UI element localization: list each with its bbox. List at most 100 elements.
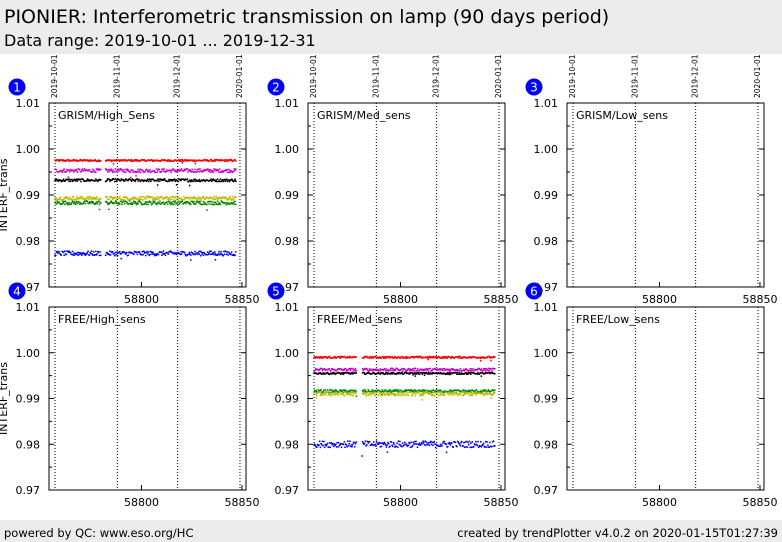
data-point	[57, 198, 60, 201]
data-point	[163, 252, 166, 255]
data-point	[184, 201, 187, 203]
data-point	[326, 442, 329, 445]
data-point	[94, 196, 96, 199]
data-point	[463, 368, 465, 371]
data-point	[332, 445, 335, 448]
x-tick-label: 58850	[224, 293, 259, 306]
data-point	[487, 367, 490, 370]
data-point	[96, 196, 99, 198]
data-point	[378, 369, 381, 372]
data-point	[223, 253, 226, 256]
data-point	[136, 253, 139, 256]
data-point	[460, 391, 463, 393]
data-point	[228, 169, 231, 172]
data-point	[193, 200, 196, 203]
data-point	[422, 389, 425, 391]
data-point	[328, 355, 331, 358]
data-point	[68, 178, 71, 181]
data-point	[97, 200, 100, 203]
data-point	[453, 391, 455, 394]
data-point	[480, 375, 483, 378]
data-point	[111, 196, 113, 199]
data-point	[99, 251, 101, 253]
data-point	[413, 369, 415, 372]
data-point	[232, 201, 235, 204]
data-point	[315, 389, 317, 392]
data-point	[318, 444, 320, 446]
data-point	[437, 394, 440, 397]
data-point	[130, 180, 133, 183]
panel-title: FREE/Med_sens	[317, 313, 403, 326]
data-point	[200, 251, 203, 254]
data-point	[418, 370, 421, 372]
data-point	[156, 171, 158, 174]
y-tick-label: 1.01	[534, 97, 559, 110]
data-point	[85, 179, 88, 182]
data-point	[169, 169, 172, 172]
data-point	[482, 442, 485, 445]
data-point	[90, 200, 93, 203]
data-point	[364, 440, 367, 442]
data-point	[366, 440, 369, 443]
data-point	[149, 180, 152, 183]
data-point	[203, 203, 206, 206]
data-point	[399, 390, 401, 392]
data-point	[489, 441, 491, 444]
data-point	[126, 197, 129, 200]
data-point	[79, 178, 82, 181]
data-point	[96, 202, 99, 205]
data-point	[319, 446, 322, 449]
data-point	[180, 253, 183, 255]
data-point	[83, 200, 86, 203]
data-point	[135, 175, 137, 177]
data-point	[134, 180, 137, 183]
data-point	[459, 393, 462, 396]
data-point	[171, 202, 174, 205]
data-point	[86, 178, 89, 181]
data-point	[157, 198, 160, 201]
data-point	[401, 442, 404, 444]
data-point	[183, 198, 186, 201]
data-point	[189, 254, 192, 256]
data-point	[388, 392, 391, 394]
date-marker-label: 2019-12-01	[432, 54, 441, 98]
data-point	[111, 198, 114, 201]
data-point	[109, 169, 112, 172]
data-point	[197, 200, 200, 203]
data-point	[92, 200, 94, 203]
data-point	[403, 368, 406, 371]
data-point	[175, 195, 177, 198]
data-point	[213, 195, 215, 198]
data-point	[474, 392, 476, 395]
data-point	[166, 196, 168, 199]
data-point	[343, 394, 346, 397]
data-point	[123, 251, 126, 254]
data-point	[389, 389, 392, 392]
data-point	[368, 357, 371, 360]
y-axis-label: INTERF_trans	[0, 158, 10, 231]
data-point	[64, 250, 66, 253]
data-point	[477, 446, 480, 449]
data-point	[413, 443, 415, 445]
data-point	[323, 446, 326, 449]
data-point	[137, 180, 140, 182]
data-point	[106, 179, 108, 182]
data-point	[227, 251, 230, 254]
data-point	[116, 254, 119, 257]
y-tick-label: 0.98	[16, 235, 41, 248]
data-point	[371, 370, 374, 372]
data-point	[188, 251, 191, 254]
x-tick-label: 58800	[383, 496, 418, 509]
data-point	[493, 389, 496, 391]
data-point	[391, 367, 394, 370]
data-point	[169, 201, 172, 204]
data-point	[414, 394, 417, 397]
data-point	[140, 171, 142, 174]
data-point	[351, 443, 354, 446]
data-point	[396, 446, 399, 448]
data-point	[323, 367, 326, 370]
data-point	[322, 444, 325, 447]
data-point	[421, 392, 424, 395]
data-point	[156, 184, 159, 186]
data-point	[147, 195, 150, 198]
